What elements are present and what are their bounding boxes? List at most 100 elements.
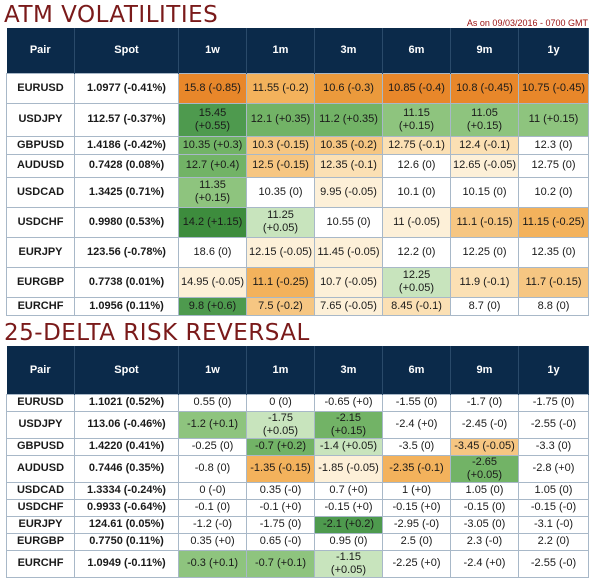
spot-cell: 0.9980 (0.53%) xyxy=(74,206,179,238)
pair-cell: EURJPY xyxy=(6,515,75,534)
spot-cell: 0.7446 (0.35%) xyxy=(74,454,179,483)
value-cell: 12.6 (0) xyxy=(382,153,451,178)
table-row: EURGBP 0.7750 (0.11%) 0.35 (+0) 0.65 (-0) 0.… xyxy=(6,532,589,551)
value-cell: 11.55 (-0.2) xyxy=(246,72,315,104)
value-cell: -1.85 (-0.05) xyxy=(314,454,383,483)
table-header-row: Pair Spot 1w 1m 3m 6m 9m 1y xyxy=(6,346,589,394)
value-cell: -2.95 (-0) xyxy=(382,515,451,534)
pair-cell: GBPUSD xyxy=(6,437,75,456)
spot-cell: 1.3425 (0.71%) xyxy=(74,176,179,208)
value-cell: 0.35 (+0) xyxy=(178,532,247,551)
value-cell: 12.4 (-0.1) xyxy=(450,135,519,155)
spot-cell: 1.3334 (-0.24%) xyxy=(74,481,179,500)
value-cell: 10.35 (0) xyxy=(246,176,315,208)
value-cell: 11.05 (+0.15) xyxy=(450,102,519,137)
value-cell: -2.1 (+0.2) xyxy=(314,515,383,534)
column-header: Spot xyxy=(74,28,179,73)
value-cell: 12.3 (0) xyxy=(518,135,589,155)
value-cell: -3.1 (-0) xyxy=(518,515,589,534)
pair-cell: USDCHF xyxy=(6,498,75,517)
as-of-timestamp: As on 09/03/2016 - 0700 GMT xyxy=(466,18,588,28)
value-cell: 12.25 (0) xyxy=(450,236,519,268)
value-cell: 11.1 (-0.25) xyxy=(246,266,315,298)
value-cell: 7.5 (-0.2) xyxy=(246,296,315,316)
pair-cell: EURGBP xyxy=(6,266,75,298)
value-cell: 10.8 (-0.45) xyxy=(450,72,519,104)
value-cell: 12.65 (-0.05) xyxy=(450,153,519,178)
table-row: AUDUSD 0.7446 (0.35%) -0.8 (0) -1.35 (-0.15… xyxy=(6,454,589,483)
value-cell: -3.3 (0) xyxy=(518,437,589,456)
value-cell: -3.5 (0) xyxy=(382,437,451,456)
value-cell: -1.7 (0) xyxy=(450,393,519,412)
value-cell: -1.75 (0) xyxy=(518,393,589,412)
table-row: EURCHF 1.0956 (0.11%) 9.8 (+0.6) 7.5 (-0.2)… xyxy=(6,296,589,316)
value-cell: 10.7 (-0.05) xyxy=(314,266,383,298)
value-cell: 12.75 (0) xyxy=(518,153,589,178)
column-header: 1y xyxy=(518,28,589,73)
spot-cell: 1.0956 (0.11%) xyxy=(74,296,179,316)
spot-cell: 1.4220 (0.41%) xyxy=(74,437,179,456)
value-cell: 15.8 (-0.85) xyxy=(178,72,247,104)
value-cell: 11.25 (+0.05) xyxy=(246,206,315,238)
column-header: Spot xyxy=(74,346,179,394)
value-cell: 10.15 (0) xyxy=(450,176,519,208)
table-row: EURJPY 124.61 (0.05%) -1.2 (-0) -1.75 (0) -2… xyxy=(6,515,589,534)
pair-cell: USDCAD xyxy=(6,481,75,500)
table-row: GBPUSD 1.4220 (0.41%) -0.25 (0) -0.7 (+0.2)… xyxy=(6,437,589,456)
value-cell: -0.15 (0) xyxy=(450,498,519,517)
table-row: USDJPY 112.57 (-0.37%) 15.45 (+0.55) 12.1 (… xyxy=(6,102,589,137)
value-cell: 12.1 (+0.35) xyxy=(246,102,315,137)
value-cell: -1.2 (+0.1) xyxy=(178,410,247,439)
column-header: 3m xyxy=(314,28,383,73)
value-cell: 10.35 (+0.3) xyxy=(178,135,247,155)
column-header: 9m xyxy=(450,28,519,73)
table-row: USDCHF 0.9933 (-0.64%) -0.1 (0) -0.1 (+0) -0… xyxy=(6,498,589,517)
spot-cell: 0.7428 (0.08%) xyxy=(74,153,179,178)
table-row: USDJPY 113.06 (-0.46%) -1.2 (+0.1) -1.75 (+… xyxy=(6,410,589,439)
spot-cell: 0.9933 (-0.64%) xyxy=(74,498,179,517)
pair-cell: USDCAD xyxy=(6,176,75,208)
value-cell: 1.05 (0) xyxy=(450,481,519,500)
pair-cell: EURUSD xyxy=(6,72,75,104)
value-cell: 0 (-0) xyxy=(178,481,247,500)
column-header: 1m xyxy=(246,346,315,394)
spot-cell: 113.06 (-0.46%) xyxy=(74,410,179,439)
value-cell: 9.95 (-0.05) xyxy=(314,176,383,208)
spot-cell: 0.7750 (0.11%) xyxy=(74,532,179,551)
value-cell: -0.15 (+0) xyxy=(382,498,451,517)
value-cell: -2.4 (+0) xyxy=(382,410,451,439)
value-cell: 10.55 (0) xyxy=(314,206,383,238)
value-cell: 10.2 (0) xyxy=(518,176,589,208)
risk-reversal-table: Pair Spot 1w 1m 3m 6m 9m 1y EURUSD 1.1021 (0.52%… xyxy=(6,346,589,578)
value-cell: -2.65 (+0.05) xyxy=(450,454,519,483)
pair-cell: USDJPY xyxy=(6,410,75,439)
value-cell: 7.65 (-0.05) xyxy=(314,296,383,316)
table-row: AUDUSD 0.7428 (0.08%) 12.7 (+0.4) 12.5 (-0.… xyxy=(6,153,589,178)
value-cell: 8.45 (-0.1) xyxy=(382,296,451,316)
value-cell: 10.35 (-0.2) xyxy=(314,135,383,155)
value-cell: 11.15 (+0.15) xyxy=(382,102,451,137)
value-cell: 0.55 (0) xyxy=(178,393,247,412)
column-header: 1y xyxy=(518,346,589,394)
table-row: EURJPY 123.56 (-0.78%) 18.6 (0) 12.15 (-0.0… xyxy=(6,236,589,268)
value-cell: -3.45 (-0.05) xyxy=(450,437,519,456)
spot-cell: 112.57 (-0.37%) xyxy=(74,102,179,137)
value-cell: 0.35 (-0) xyxy=(246,481,315,500)
spot-cell: 0.7738 (0.01%) xyxy=(74,266,179,298)
value-cell: -0.1 (+0) xyxy=(246,498,315,517)
value-cell: 12.2 (0) xyxy=(382,236,451,268)
value-cell: 0 (0) xyxy=(246,393,315,412)
value-cell: 9.8 (+0.6) xyxy=(178,296,247,316)
value-cell: -2.8 (+0) xyxy=(518,454,589,483)
spot-cell: 1.1021 (0.52%) xyxy=(74,393,179,412)
table-row: USDCAD 1.3334 (-0.24%) 0 (-0) 0.35 (-0) 0.7 … xyxy=(6,481,589,500)
pair-cell: GBPUSD xyxy=(6,135,75,155)
value-cell: 10.85 (-0.4) xyxy=(382,72,451,104)
table-header-row: Pair Spot 1w 1m 3m 6m 9m 1y xyxy=(6,28,589,73)
pair-cell: EURGBP xyxy=(6,532,75,551)
value-cell: 2.3 (-0) xyxy=(450,532,519,551)
value-cell: 2.5 (0) xyxy=(382,532,451,551)
pair-cell: EURUSD xyxy=(6,393,75,412)
value-cell: 14.95 (-0.05) xyxy=(178,266,247,298)
value-cell: 12.5 (-0.15) xyxy=(246,153,315,178)
